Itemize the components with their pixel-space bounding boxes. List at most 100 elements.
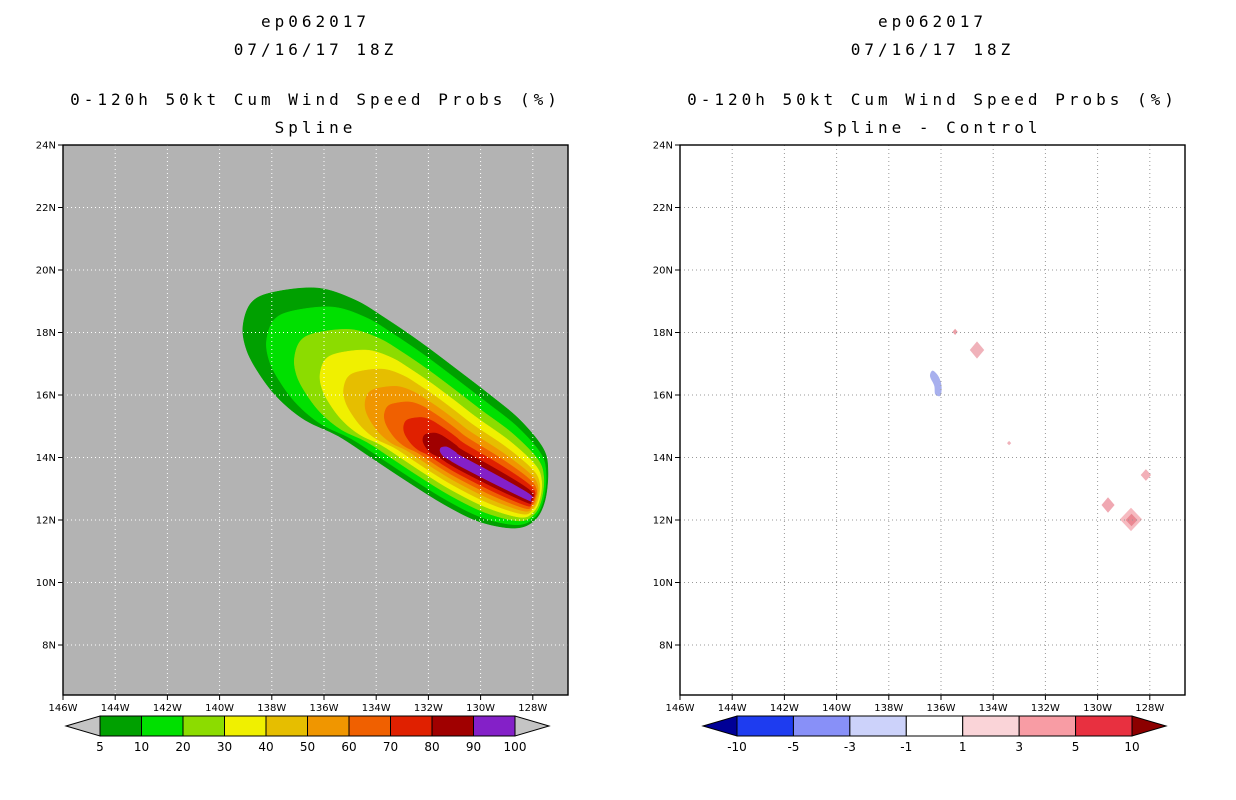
product-title-label: 0-120h 50kt Cum Wind Speed Probs (%) <box>70 90 561 109</box>
lon-tick-label: 140W <box>205 703 234 714</box>
lon-tick-label: 144W <box>718 703 747 714</box>
lon-tick-label: 128W <box>518 703 547 714</box>
left-panel-header: ep062017 07/16/17 18Z 0-120h 50kt Cum Wi… <box>63 0 568 145</box>
map-area-right <box>680 145 1185 695</box>
colorbar-right: -10 -5 -3 -1 1 3 5 10 <box>701 715 1168 754</box>
lon-tick-label: 136W <box>310 703 339 714</box>
colorbar-bin <box>265 715 308 737</box>
colorbar-bin <box>141 715 184 737</box>
lon-tick-label: 138W <box>257 703 286 714</box>
colorbar-tick-label: 10 <box>1124 740 1139 754</box>
lon-tick-label: 142W <box>153 703 182 714</box>
colorbar-tick-label: -5 <box>787 740 799 754</box>
lat-tick-label: 12N <box>36 516 56 527</box>
colorbar-over-arrow <box>1131 715 1168 737</box>
lon-tick-label: 128W <box>1135 703 1164 714</box>
colorbar-tick-label: 90 <box>466 740 481 754</box>
colorbar-left: 5 10 20 30 40 50 60 70 80 90 100 <box>64 715 551 754</box>
lon-tick-label: 136W <box>927 703 956 714</box>
colorbar-under-arrow <box>64 715 101 737</box>
axis-labels: 146W 144W 142W 140W 138W 136W 134W 132W 130W 128W… <box>36 141 548 715</box>
lat-tick-label: 24N <box>36 141 56 152</box>
colorbar-tick-label: -1 <box>900 740 912 754</box>
colorbar-bin <box>224 715 267 737</box>
colorbar-tick-label: 10 <box>134 740 149 754</box>
lat-tick-label: 10N <box>653 578 673 589</box>
lon-tick-label: 132W <box>1031 703 1060 714</box>
lon-tick-label: 130W <box>466 703 495 714</box>
lat-tick-label: 20N <box>36 266 56 277</box>
colorbar-tick-label: 60 <box>341 740 356 754</box>
diff-patch-negative <box>929 370 942 397</box>
colorbar-bin <box>792 715 851 737</box>
colorbar-tick-label: 20 <box>175 740 190 754</box>
lat-tick-label: 22N <box>653 203 673 214</box>
colorbar-tick-label: 5 <box>96 740 104 754</box>
colorbar-tick-label: 5 <box>1072 740 1080 754</box>
right-panel-header: ep062017 07/16/17 18Z 0-120h 50kt Cum Wi… <box>680 0 1185 145</box>
colorbar-tick-label: 100 <box>504 740 527 754</box>
method-label: Spline - Control <box>823 118 1042 137</box>
map-panel-right: 146W 144W 142W 140W 138W 136W 134W 132W 130W 128W… <box>653 141 1186 754</box>
diff-patch-positive <box>969 341 985 359</box>
storm-id-label: ep062017 <box>877 12 988 31</box>
colorbar-tick-label: -10 <box>727 740 747 754</box>
colorbar-bin <box>962 715 1020 737</box>
storm-id-label: ep062017 <box>260 12 371 31</box>
colorbar-tick-label: 70 <box>383 740 398 754</box>
diff-patch-positive <box>1125 513 1138 527</box>
lat-tick-label: 20N <box>653 266 673 277</box>
lon-tick-label: 144W <box>101 703 130 714</box>
colorbar-bin <box>348 715 391 737</box>
lat-tick-label: 10N <box>36 578 56 589</box>
lat-tick-label: 24N <box>653 141 673 152</box>
colorbar-under-arrow <box>701 715 738 737</box>
lat-tick-label: 8N <box>659 641 673 652</box>
lon-tick-label: 140W <box>822 703 851 714</box>
colorbar-tick-label: 1 <box>959 740 967 754</box>
lon-tick-label: 130W <box>1083 703 1112 714</box>
lat-tick-label: 16N <box>36 391 56 402</box>
colorbar-bin <box>99 715 142 737</box>
prob-contour-90 <box>439 446 533 502</box>
diff-patch-positive <box>1007 440 1012 446</box>
lat-tick-label: 16N <box>653 391 673 402</box>
colorbar-bin <box>849 715 907 737</box>
lat-tick-label: 12N <box>653 516 673 527</box>
colorbar-bin <box>736 715 794 737</box>
lat-tick-label: 8N <box>42 641 56 652</box>
diff-patch-positive <box>1101 497 1115 513</box>
lon-tick-label: 146W <box>49 703 78 714</box>
lon-tick-label: 142W <box>770 703 799 714</box>
lat-tick-label: 22N <box>36 203 56 214</box>
lon-tick-label: 138W <box>874 703 903 714</box>
method-label: Spline <box>274 118 357 137</box>
colorbar-bin <box>473 715 516 737</box>
map-border <box>62 144 569 696</box>
diff-patch-positive <box>1140 469 1152 481</box>
map-border <box>679 144 1186 696</box>
colorbar-tick-label: -3 <box>844 740 856 754</box>
lat-tick-label: 14N <box>653 453 673 464</box>
colorbar-tick-label: 80 <box>424 740 439 754</box>
colorbar-bin <box>905 715 964 737</box>
colorbar-tick-label: 30 <box>217 740 232 754</box>
product-title-label: 0-120h 50kt Cum Wind Speed Probs (%) <box>687 90 1178 109</box>
map-panel-left: 146W 144W 142W 140W 138W 136W 134W 132W 130W 128W… <box>36 141 569 754</box>
colorbar-bin <box>390 715 433 737</box>
colorbar-tick-label: 40 <box>258 740 273 754</box>
lon-tick-label: 134W <box>362 703 391 714</box>
lat-tick-label: 18N <box>36 328 56 339</box>
valid-time-label: 07/16/17 18Z <box>850 40 1015 59</box>
diff-patch-positive <box>952 328 958 335</box>
axis-labels: 146W 144W 142W 140W 138W 136W 134W 132W 130W 128W… <box>653 141 1165 715</box>
colorbar-bin <box>307 715 350 737</box>
colorbar-bin <box>1018 715 1077 737</box>
colorbar-bin <box>1075 715 1133 737</box>
lat-tick-label: 14N <box>36 453 56 464</box>
lon-tick-label: 132W <box>414 703 443 714</box>
colorbar-bin <box>431 715 474 737</box>
colorbar-tick-label: 3 <box>1015 740 1023 754</box>
lat-tick-label: 18N <box>653 328 673 339</box>
